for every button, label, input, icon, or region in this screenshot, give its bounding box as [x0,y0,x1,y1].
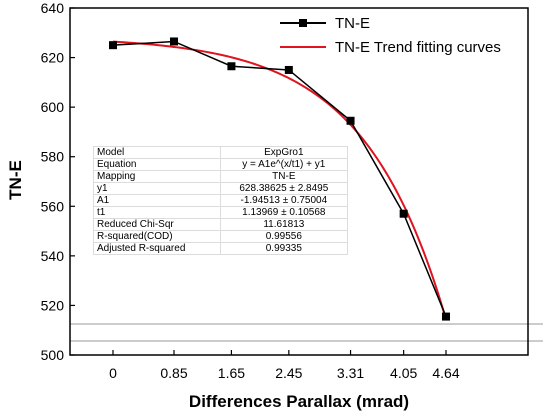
fit-parameters-table: Model ExpGro1 Equation y = A1e^(x/t1) + y1 M… [93,146,349,255]
plot-area-frame [69,7,529,356]
x-tick-label: 2.45 [275,365,302,381]
fit-table-label: t1 [93,206,221,219]
y-tick-label: 560 [41,198,65,214]
fit-table-label: R-squared(COD) [93,230,221,243]
x-tick-label: 0.85 [160,365,187,381]
y-tick-label: 580 [41,149,65,165]
x-tick-label: 4.05 [390,365,417,381]
fit-table-value: 0.99556 [219,230,349,243]
fit-table-row: Reduced Chi-Sqr 11.61813 [93,218,349,231]
fit-table-label: Model [93,146,221,159]
data-series-layer [109,37,450,321]
fit-table-value: y = A1e^(x/t1) + y1 [219,158,349,171]
fit-table-label: Equation [93,158,221,171]
y-tick-label: 600 [41,99,65,115]
fit-table-label: A1 [93,194,221,207]
fit-table-value: TN-E [219,170,349,183]
y-axis-title: TN-E [6,160,25,200]
trend-fit-curve [112,40,447,320]
x-tick-label: 4.64 [432,365,459,381]
x-axis-title: Differences Parallax (mrad) [189,392,409,411]
tn-e-data-point [109,41,117,50]
tn-e-data-point [442,312,450,321]
x-tick-label: 0 [109,365,117,381]
fit-curve-layer [112,40,447,320]
y-tick-label: 640 [41,0,65,16]
y-tick-label: 540 [41,248,65,264]
legend-marker-tn-e [299,19,307,27]
tn-e-data-point [170,37,179,46]
fit-table-row: Model ExpGro1 [93,146,349,159]
fit-table-label: Mapping [93,170,221,183]
fit-table-value: 628.38625 ± 2.8495 [219,182,349,195]
fit-table-value: 0.99335 [219,242,349,255]
tn-e-data-point [399,209,408,218]
tn-e-data-point [284,65,293,74]
fit-table-row: A1 -1.94513 ± 0.75004 [93,194,349,207]
fit-table-value: 1.13969 ± 0.10568 [219,206,349,219]
x-tick-label: 1.65 [218,365,245,381]
x-tick-label: 3.31 [337,365,364,381]
y-tick-label: 520 [41,297,65,313]
y-axis: 500 520 540 560 580 600 620 640 [41,0,75,363]
fit-table-label: Reduced Chi-Sqr [93,218,221,231]
y-tick-label: 500 [41,347,65,363]
fit-table-row: R-squared(COD) 0.99556 [93,230,349,243]
legend: TN-E TN-E Trend fitting curves [280,15,501,56]
fit-table-value: ExpGro1 [219,146,349,159]
fit-table-value: 11.61813 [219,218,349,231]
x-axis: 0 0.85 1.65 2.45 3.31 4.05 4.64 [109,350,460,381]
y-tick-label: 620 [41,50,65,66]
legend-label-trend: TN-E Trend fitting curves [335,39,501,56]
tn-e-data-point [227,62,236,71]
fit-table-row: t1 1.13969 ± 0.10568 [93,206,349,219]
fit-table-row: Adjusted R-squared 0.99335 [93,242,349,255]
fit-table-row: Mapping TN-E [93,170,349,183]
tn-e-data-point [346,116,355,125]
fit-table-label: Adjusted R-squared [93,242,221,255]
fit-table-row: Equation y = A1e^(x/t1) + y1 [93,158,349,171]
fit-table-label: y1 [93,182,221,195]
fit-table-row: y1 628.38625 ± 2.8495 [93,182,349,195]
legend-label-tn-e: TN-E [335,15,370,32]
fit-table-value: -1.94513 ± 0.75004 [219,194,349,207]
